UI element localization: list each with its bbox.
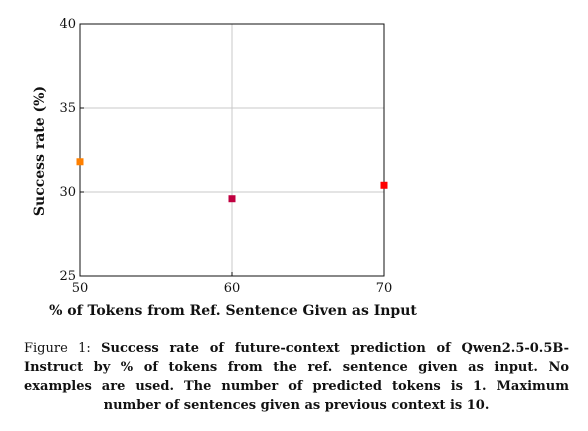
x-tick-label: 50 [72,281,89,296]
data-point [228,195,236,203]
grid-lines [80,24,384,276]
data-point [76,158,84,166]
caption-prefix: Figure 1: [24,341,102,356]
caption-body: Success rate of future-context predictio… [24,341,569,413]
y-tick-label: 25 [59,269,76,284]
axis-ticks: 50 60 70 25 30 35 40 [59,17,392,296]
data-point [380,181,388,189]
y-tick-label: 35 [59,101,76,116]
y-tick-label: 30 [59,185,76,200]
data-points [76,158,388,203]
y-tick-label: 40 [59,17,76,32]
x-axis-label: % of Tokens from Ref. Sentence Given as … [49,303,417,319]
figure-caption: Figure 1: Success rate of future-context… [24,339,569,415]
y-axis-label: Success rate (%) [32,86,48,216]
x-tick-label: 60 [224,281,241,296]
x-tick-label: 70 [376,281,393,296]
